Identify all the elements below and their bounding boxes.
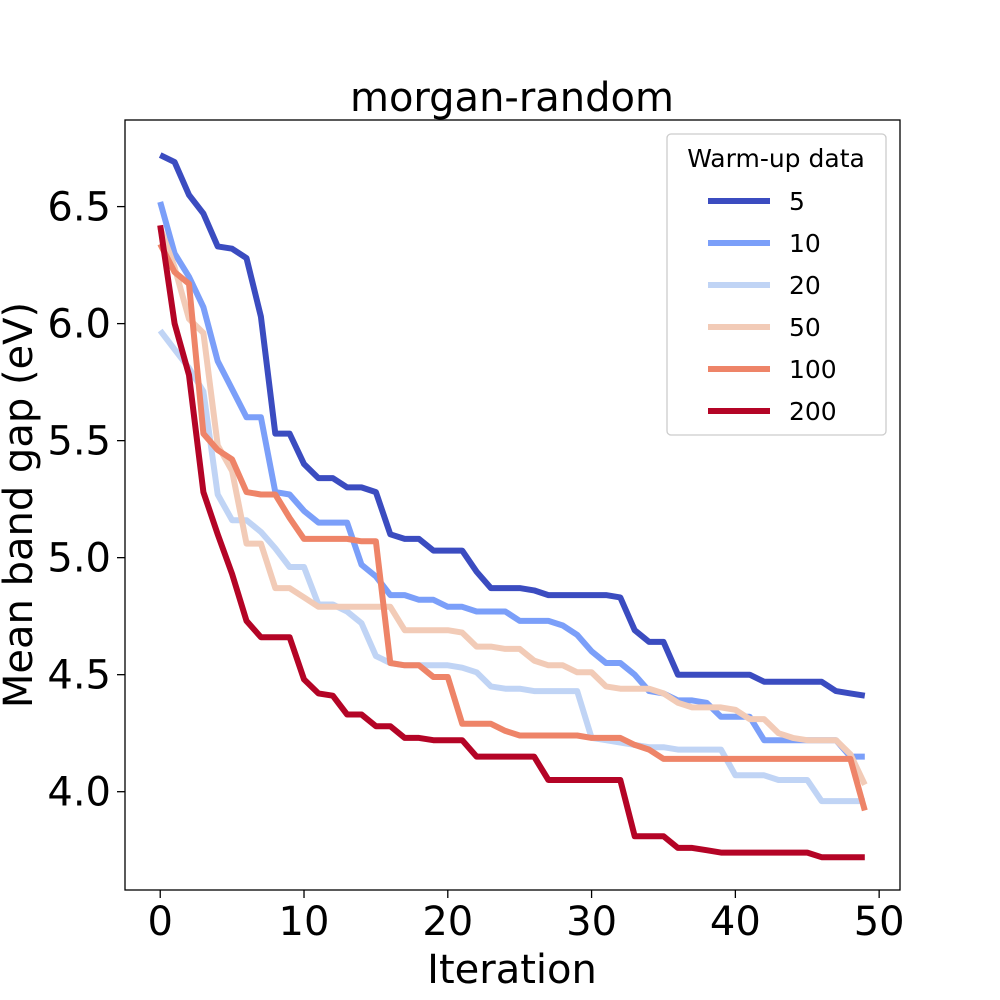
series-line-20 [157,328,865,805]
y-tick-label: 6.0 [47,302,111,348]
y-axis-label: Mean band gap (eV) [0,302,42,708]
series-line-50 [157,226,868,786]
legend-box [666,133,887,436]
x-tick-label: 30 [566,899,617,945]
x-axis-label: Iteration [427,947,597,993]
legend-label-200: 200 [789,397,837,426]
x-tick-label: 0 [148,899,173,945]
series-line-100 [157,242,868,812]
x-axis-ticks: 0 10 20 30 40 50 [148,890,905,945]
series-line-200 [157,224,865,861]
legend-items: 5 10 20 50 100 200 [708,187,837,426]
y-tick-label: 6.5 [47,185,111,231]
legend-label-50: 50 [789,313,821,342]
x-tick-label: 10 [279,899,330,945]
legend-label-20: 20 [789,271,821,300]
y-axis-ticks: 4.0 4.5 5.0 5.5 6.0 6.5 [47,185,125,816]
series-layer [157,152,868,861]
y-tick-label: 5.5 [47,419,111,465]
legend-label-5: 5 [789,187,805,216]
y-tick-label: 4.0 [47,770,111,816]
legend-label-10: 10 [789,229,821,258]
x-tick-label: 20 [422,899,473,945]
series-line-5 [158,152,866,699]
legend-title: Warm-up data [687,144,865,173]
chart-title: morgan-random [350,75,674,121]
y-tick-label: 5.0 [47,536,111,582]
x-tick-label: 50 [854,899,905,945]
y-tick-label: 4.5 [47,653,111,699]
legend: Warm-up data 5 10 20 50 100 200 [666,133,887,436]
plot-frame [124,119,901,891]
legend-label-100: 100 [789,355,837,384]
x-tick-label: 40 [710,899,761,945]
